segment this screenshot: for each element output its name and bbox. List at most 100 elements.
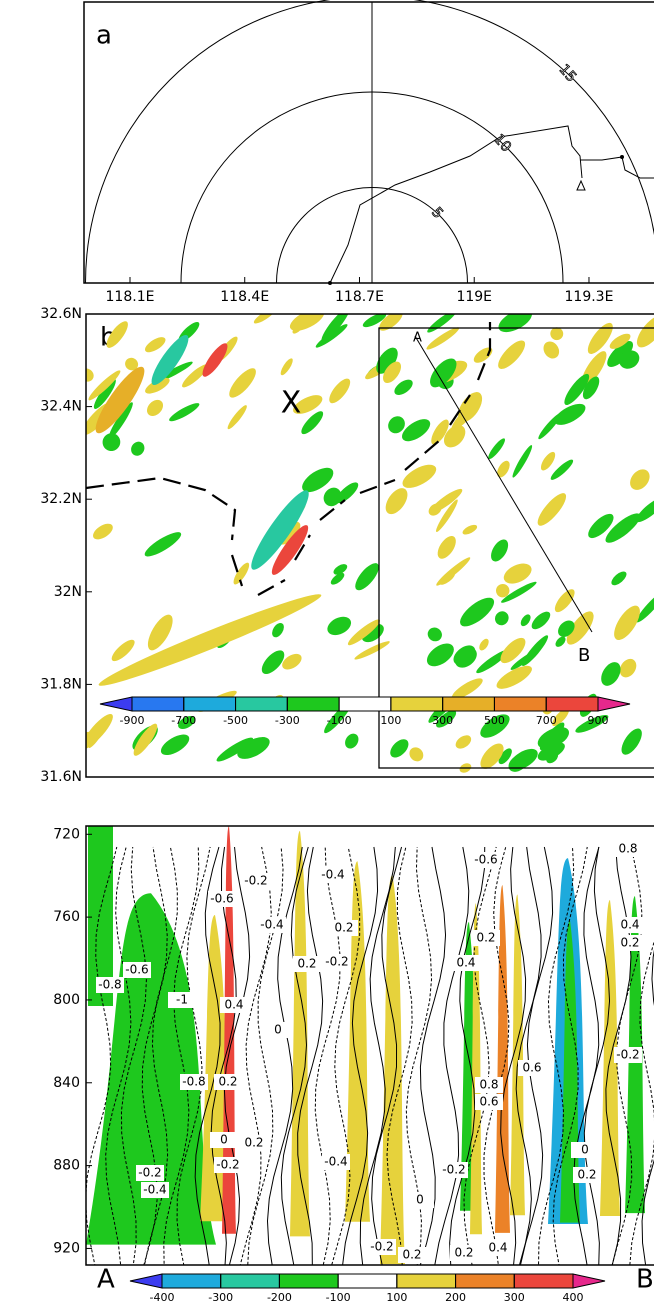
colorbar-segment [337,1273,398,1289]
map-field [86,314,654,773]
contour-label: -0.4 [321,868,344,882]
field-blob [388,416,405,434]
ring [180,91,564,284]
field-blob [630,469,650,490]
field-blob [498,748,512,765]
contour-label-bg [136,1165,164,1181]
boundary [85,322,492,596]
contour-label: 0.6 [522,1061,541,1075]
colorbar-label: -300 [208,1291,233,1304]
field-blob [376,347,398,374]
field-blob [496,665,532,689]
contour [449,846,486,1265]
contour [371,846,403,1265]
field-blob [636,315,654,348]
contour-label-bg [368,1239,396,1255]
contour-label-bg [258,917,286,933]
field-blob [426,643,454,667]
field-streak [86,893,216,1245]
field-blob [601,662,621,686]
field-streak [495,885,510,1233]
contour-label: -0.4 [143,1183,166,1197]
field-blob [251,490,309,570]
field-blob [455,735,472,749]
contour-label: -0.2 [442,1163,465,1177]
contour [176,846,211,1265]
field-blob [427,627,442,642]
field-blob [233,562,250,585]
contour-label-bg [484,1240,512,1256]
y-tick-label: 32.4N [40,399,82,415]
field-blob [458,392,483,423]
contour-label: 0.6 [479,1095,498,1109]
contour-label-bg [123,962,151,978]
field-blob [496,583,510,598]
contour [515,846,542,1265]
contour [247,846,284,1265]
field-blob [512,445,533,478]
contour [573,846,600,1265]
field-streak [510,894,525,1216]
contour-label-bg [141,1182,169,1198]
field-blob [133,723,158,756]
contour-label: -0.2 [325,955,348,969]
contour-label: 0 [581,1143,589,1157]
y-tick-label: 31.8N [40,676,82,692]
field-blob [439,572,455,585]
contour-label-bg [208,891,236,907]
colorbar-label: -400 [150,1291,175,1304]
contour-label-bg [168,992,196,1008]
field-blob [401,419,431,442]
contour-label: -0.6 [210,892,233,906]
colorbar-label: -700 [171,714,196,727]
field-blob [479,638,489,651]
field-blob [216,737,254,762]
section-start: A [97,1265,115,1295]
colorbar-label: 700 [536,714,557,727]
colorbar-segment [442,696,495,712]
contour-label: 0.2 [454,1246,473,1260]
field-blob [575,715,609,733]
contour-label-bg [323,954,351,970]
field-blob [282,653,302,670]
contour-label-bg [472,930,500,946]
contour-label-bg [406,1192,434,1208]
field-blob [614,605,640,641]
contour-label-bg [96,977,124,993]
contour-label: 0.2 [244,1136,263,1150]
ring [85,0,654,284]
colorbar-label: -900 [120,714,145,727]
panel-a-frame [83,1,654,284]
contour-label: 0.2 [577,1168,596,1182]
field-blob [111,639,135,662]
contour-label: -0.8 [98,978,121,992]
contour [419,846,447,1265]
contour-label: 0.4 [620,918,639,932]
colorbar-label: -500 [223,714,248,727]
field-blob [546,751,559,764]
field-blob [293,395,323,414]
contour-label: -0.2 [138,1166,161,1180]
field-blob [253,314,276,324]
field-blob [315,324,348,348]
contour-label-bg [571,1142,599,1158]
contour [483,846,510,1265]
field-streak [345,861,370,1222]
field-blob [566,611,594,645]
contour-label-bg [616,917,644,933]
field-blob [227,405,247,430]
y-tick-label: 32N [54,584,82,600]
contour-label-bg [319,867,347,883]
field-blob [558,620,575,637]
marker-x: X [281,386,302,421]
field-blob [108,402,133,439]
field-blob [394,379,413,395]
field-blob [498,314,532,333]
field-blob [460,597,495,627]
field-blob [495,611,509,626]
contour [210,846,237,1265]
field-blob [261,650,285,675]
triangle-marker [576,179,586,191]
contour-label: 0.2 [297,957,316,971]
field-blob [182,364,209,388]
